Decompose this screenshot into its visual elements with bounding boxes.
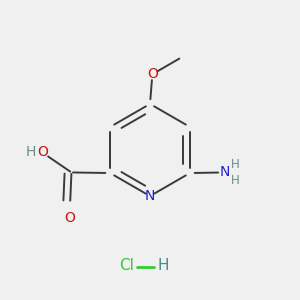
Text: H: H bbox=[231, 158, 240, 171]
Text: N: N bbox=[220, 165, 230, 179]
Text: H: H bbox=[26, 145, 36, 159]
Text: Cl: Cl bbox=[119, 258, 134, 273]
Text: H: H bbox=[158, 258, 169, 273]
Text: O: O bbox=[147, 67, 158, 81]
Text: O: O bbox=[37, 145, 48, 159]
Text: N: N bbox=[145, 189, 155, 203]
Text: H: H bbox=[231, 174, 240, 187]
Text: O: O bbox=[64, 211, 75, 225]
